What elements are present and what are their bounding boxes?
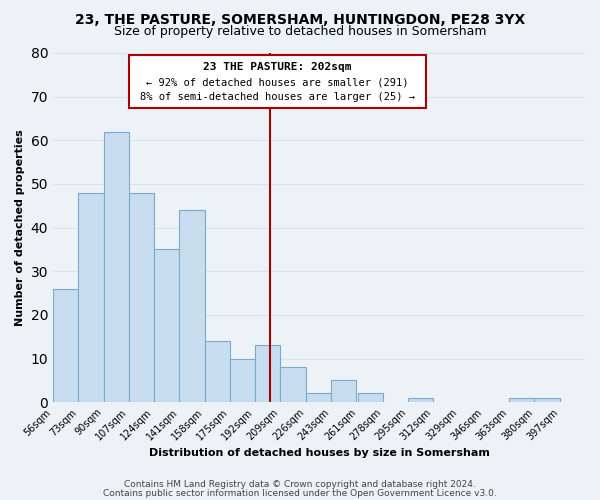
- Bar: [331, 380, 356, 402]
- Bar: [154, 250, 179, 402]
- Text: ← 92% of detached houses are smaller (291): ← 92% of detached houses are smaller (29…: [146, 77, 409, 87]
- Bar: [179, 210, 205, 402]
- Bar: [205, 341, 230, 402]
- Bar: [104, 132, 129, 402]
- Bar: [509, 398, 535, 402]
- Bar: [408, 398, 433, 402]
- Text: 23 THE PASTURE: 202sqm: 23 THE PASTURE: 202sqm: [203, 62, 352, 72]
- Bar: [230, 358, 255, 402]
- Text: Contains public sector information licensed under the Open Government Licence v3: Contains public sector information licen…: [103, 488, 497, 498]
- X-axis label: Distribution of detached houses by size in Somersham: Distribution of detached houses by size …: [149, 448, 490, 458]
- Bar: [79, 192, 104, 402]
- Bar: [129, 55, 426, 108]
- Text: 8% of semi-detached houses are larger (25) →: 8% of semi-detached houses are larger (2…: [140, 92, 415, 102]
- Bar: [358, 394, 383, 402]
- Bar: [53, 288, 79, 402]
- Text: 23, THE PASTURE, SOMERSHAM, HUNTINGDON, PE28 3YX: 23, THE PASTURE, SOMERSHAM, HUNTINGDON, …: [75, 12, 525, 26]
- Text: Contains HM Land Registry data © Crown copyright and database right 2024.: Contains HM Land Registry data © Crown c…: [124, 480, 476, 489]
- Bar: [535, 398, 560, 402]
- Text: Size of property relative to detached houses in Somersham: Size of property relative to detached ho…: [114, 25, 486, 38]
- Bar: [305, 394, 331, 402]
- Bar: [129, 192, 154, 402]
- Bar: [255, 346, 280, 402]
- Y-axis label: Number of detached properties: Number of detached properties: [15, 129, 25, 326]
- Bar: [280, 368, 305, 402]
